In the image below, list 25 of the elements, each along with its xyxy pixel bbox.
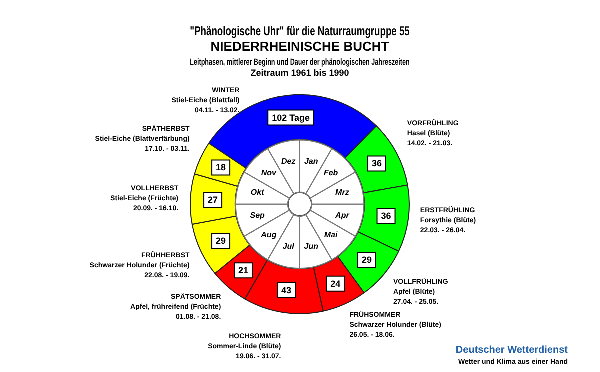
data-label: 18 [216,162,226,173]
text: Sep [250,210,266,220]
data-label: 36 [381,210,392,221]
text: Deutscher Wetterdienst [456,344,569,356]
text: Jun [304,242,319,252]
text: Dez [282,157,296,166]
data-label: 21 [238,266,249,276]
chart-subtitle: Leitphasen, mittlerer Beginn und Dauer der phänologischen Jahreszeiten Zeitraum 1961 bis 1990 [190,56,410,78]
text: Mrz [336,188,350,198]
data-label: 102 Tage [272,112,310,123]
data-label: 24 [330,278,341,289]
data-label: 36 [372,158,382,169]
data-label: 27 [208,195,218,206]
data-label: 43 [282,285,292,296]
text: Nov [261,168,278,178]
text: Mai [324,230,339,240]
text: Aug [260,230,277,240]
text: Apr [334,210,350,220]
chart-title: "Phänologische Uhr" für die Naturraumgruppe 55 NIEDERRHEINISCHE BUCHT [190,25,410,54]
text: Jan [304,157,318,166]
text: Okt [250,188,265,198]
data-label: 29 [216,236,226,246]
text: Jul [282,242,296,252]
data-label: 29 [362,255,372,266]
text: Feb [324,168,338,178]
